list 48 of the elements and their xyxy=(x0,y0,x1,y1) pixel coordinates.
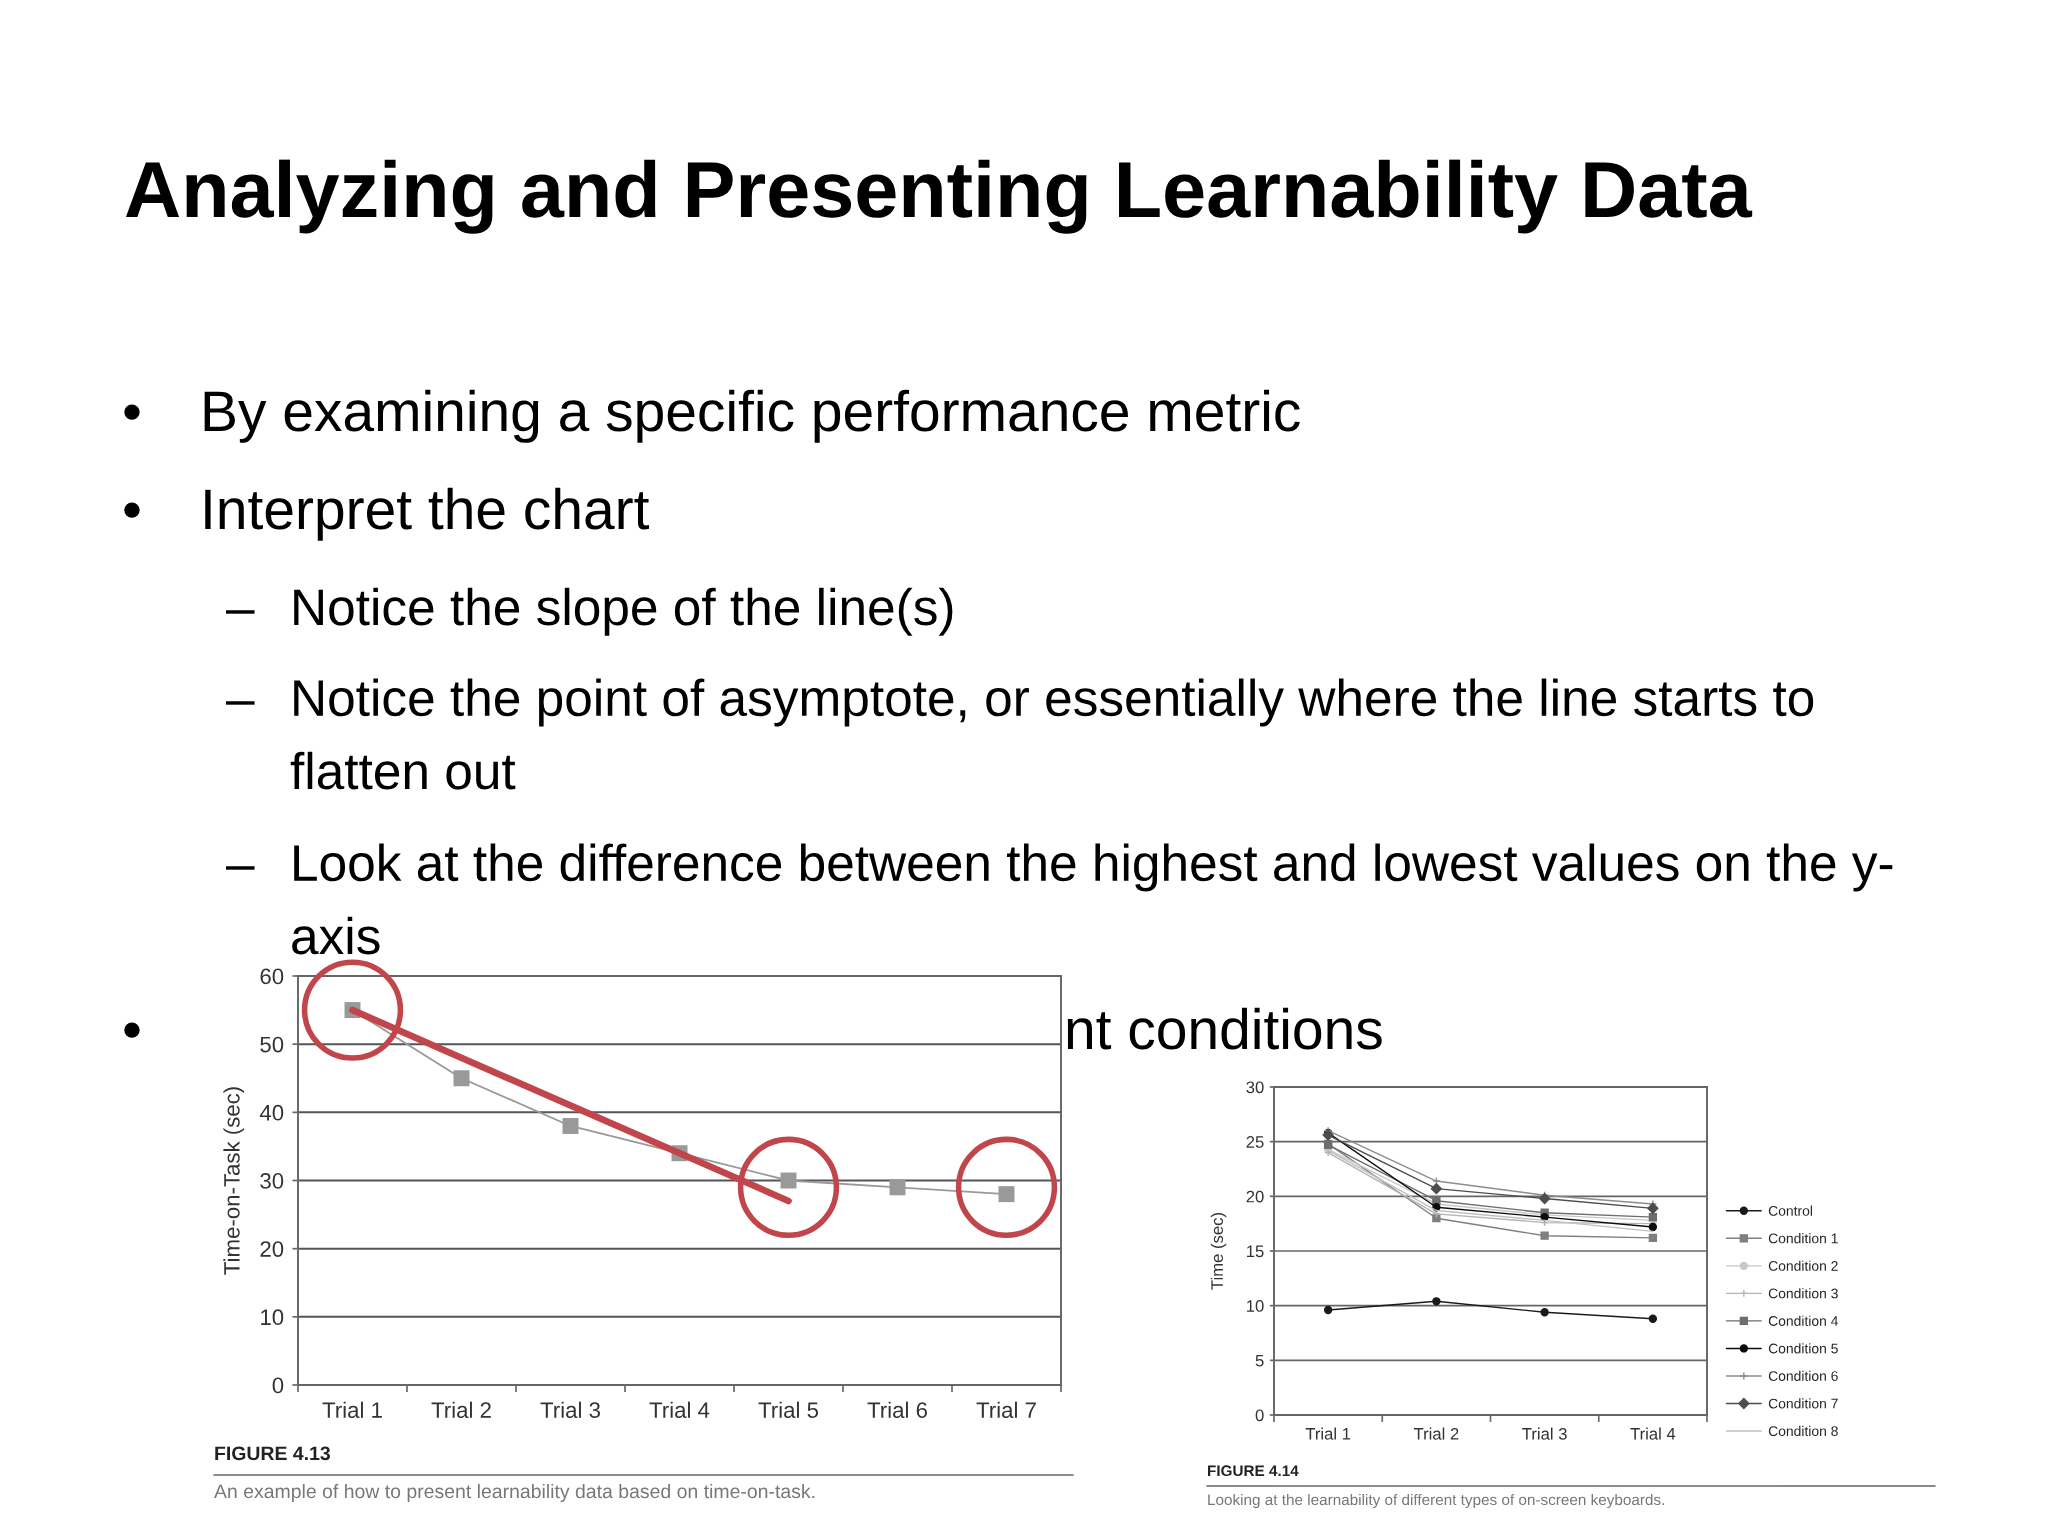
x-tick-label: Trial 5 xyxy=(758,1401,819,1418)
text: An example of how to present learnability data based on time-on-task. xyxy=(214,1483,815,1503)
y-tick-label: 15 xyxy=(1247,1245,1264,1258)
y-axis-title: Time (sec) xyxy=(1210,1212,1227,1290)
y-axis-title: Time-on-Task (sec) xyxy=(223,1087,245,1275)
legend-label: Control xyxy=(1768,1205,1812,1216)
legend-label: Condition 5 xyxy=(1768,1343,1838,1354)
legend-label: Condition 8 xyxy=(1768,1425,1838,1437)
y-tick-label: 60 xyxy=(260,968,284,985)
x-tick-label: Trial 2 xyxy=(1413,1427,1459,1440)
x-tick-label: Trial 1 xyxy=(1305,1427,1351,1440)
caption: FIGURE 4.14 xyxy=(1208,1465,1299,1477)
x-tick-label: Trial 4 xyxy=(1630,1427,1676,1440)
text: • xyxy=(124,1022,140,1038)
caption: FIGURE 4.13 xyxy=(215,1446,330,1461)
y-tick-label: 0 xyxy=(1255,1409,1264,1422)
text: – Notice the point of asymptote, or essentially where the line starts to flatten out xyxy=(226,678,1814,790)
text: Analyzing and Presenting Learnability Data xyxy=(125,159,1753,234)
y-tick-label: 30 xyxy=(1246,1081,1264,1094)
x-tick-label: Trial 6 xyxy=(867,1401,927,1418)
y-tick-label: 40 xyxy=(259,1104,284,1121)
text: Looking at the learnability of different types of on-screen keyboards. xyxy=(1208,1493,1664,1509)
x-tick-label: Trial 2 xyxy=(431,1401,491,1418)
x-tick-label: Trial 3 xyxy=(1522,1427,1567,1440)
text: – Look at the difference between the highest and lowest values on the y- axis xyxy=(226,843,1893,955)
y-tick-label: 5 xyxy=(1255,1354,1264,1367)
text: • Interpret the chart xyxy=(124,487,650,541)
y-tick-label: 10 xyxy=(1247,1300,1264,1312)
y-tick-label: 0 xyxy=(272,1377,284,1394)
text: nt conditions xyxy=(1067,1007,1382,1050)
x-tick-label: Trial 7 xyxy=(976,1401,1036,1418)
text: • By examining a specific performance metric xyxy=(124,389,1300,443)
legend-label: Condition 4 xyxy=(1768,1315,1839,1326)
text: – Notice the slope of the line(s) xyxy=(226,587,953,636)
y-tick-label: 20 xyxy=(260,1241,284,1257)
x-tick-label: Trial 4 xyxy=(649,1401,710,1418)
y-tick-label: 20 xyxy=(1246,1190,1264,1203)
legend-label: Condition 3 xyxy=(1768,1288,1838,1299)
y-tick-label: 30 xyxy=(260,1173,284,1189)
x-tick-label: Trial 3 xyxy=(540,1401,600,1418)
legend-label: Condition 6 xyxy=(1768,1370,1838,1381)
y-tick-label: 50 xyxy=(260,1036,284,1053)
legend-label: Condition 1 xyxy=(1768,1233,1838,1244)
legend-label: Condition 7 xyxy=(1768,1398,1838,1409)
y-tick-label: 10 xyxy=(261,1309,284,1326)
x-tick-label: Trial 1 xyxy=(322,1401,382,1418)
legend-label: Condition 2 xyxy=(1768,1260,1838,1271)
y-tick-label: 25 xyxy=(1246,1136,1264,1148)
